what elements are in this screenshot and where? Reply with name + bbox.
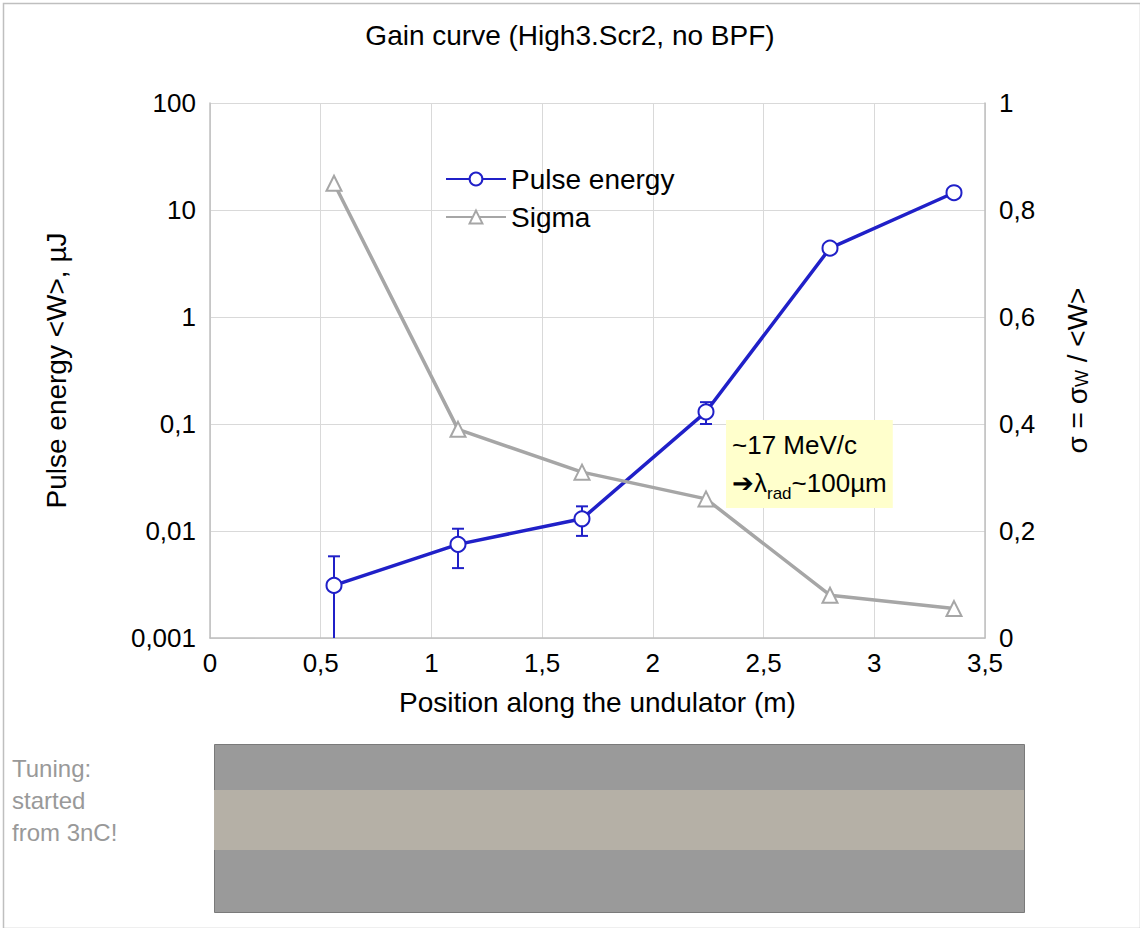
svg-text:Sigma: Sigma <box>511 202 591 233</box>
svg-text:3,5: 3,5 <box>967 648 1003 678</box>
svg-text:/ <W>: / <W> <box>1062 288 1093 370</box>
svg-text:~17 MeV/c: ~17 MeV/c <box>732 430 857 460</box>
svg-text:0,8: 0,8 <box>999 195 1035 225</box>
svg-text:from 3nC!: from 3nC! <box>12 819 117 846</box>
svg-text:1: 1 <box>424 648 438 678</box>
svg-text:1: 1 <box>999 88 1013 118</box>
svg-text:1,5: 1,5 <box>524 648 560 678</box>
svg-text:Position along the undulator (: Position along the undulator (m) <box>399 687 796 718</box>
svg-text:10: 10 <box>167 195 196 225</box>
svg-text:0: 0 <box>203 648 217 678</box>
svg-text:2: 2 <box>646 648 660 678</box>
svg-text:0: 0 <box>999 623 1014 653</box>
svg-text:3: 3 <box>867 648 881 678</box>
svg-text:0,01: 0,01 <box>145 516 196 546</box>
svg-text:Tuning:: Tuning: <box>12 755 91 782</box>
svg-text:1: 1 <box>182 302 196 332</box>
svg-text:Pulse energy <W>, µJ: Pulse energy <W>, µJ <box>41 232 72 508</box>
svg-text:Gain curve (High3.Scr2, no BPF: Gain curve (High3.Scr2, no BPF) <box>365 20 774 51</box>
svg-text:➔λ: ➔λ <box>732 468 767 498</box>
svg-text:0,6: 0,6 <box>999 302 1035 332</box>
svg-text:~100µm: ~100µm <box>792 468 887 498</box>
svg-text:W: W <box>1072 370 1092 387</box>
svg-text:rad: rad <box>767 484 792 503</box>
svg-text:0,001: 0,001 <box>131 623 196 653</box>
svg-text:Pulse energy: Pulse energy <box>511 164 674 195</box>
svg-text:0,2: 0,2 <box>999 516 1035 546</box>
svg-text:0,5: 0,5 <box>303 648 339 678</box>
svg-text:0,1: 0,1 <box>160 409 196 439</box>
svg-text:0,4: 0,4 <box>999 409 1035 439</box>
svg-text:100: 100 <box>153 88 196 118</box>
svg-text:started: started <box>12 787 85 814</box>
svg-text:σ = σ: σ = σ <box>1062 387 1093 453</box>
svg-text:2,5: 2,5 <box>745 648 781 678</box>
